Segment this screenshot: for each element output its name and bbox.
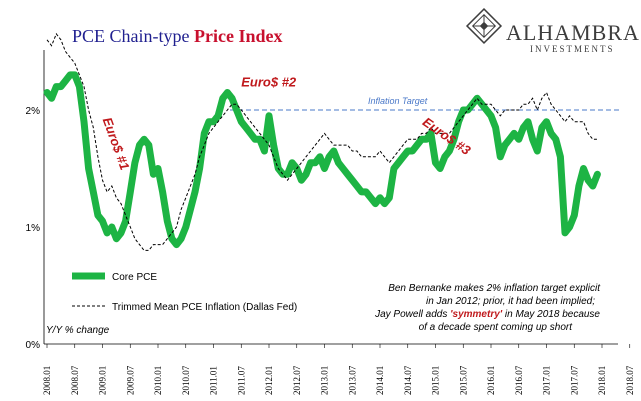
inflation-target-line: Inflation Target xyxy=(230,96,622,111)
note-line-3-post: in May 2018 because xyxy=(502,309,600,320)
x-tick-label: 2018.07 xyxy=(625,365,635,395)
x-tick-label: 2008.01 xyxy=(42,366,52,395)
annotation-label: Euro$ #1 xyxy=(100,115,133,172)
chart-title: PCE Chain-type Price Index xyxy=(72,26,282,46)
y-tick-label: 1% xyxy=(26,223,41,234)
note-line-2: in Jan 2012; prior, it had been implied; xyxy=(426,296,595,307)
note-text: Ben Bernanke makes 2% inflation target e… xyxy=(374,283,601,333)
x-tick-label: 2016.07 xyxy=(514,365,524,395)
x-tick-label: 2013.07 xyxy=(347,365,357,395)
note-line-4: of a decade spent coming up short xyxy=(419,322,574,333)
x-tick-label: 2011.07 xyxy=(236,366,246,395)
x-tick-label: 2008.07 xyxy=(70,365,80,395)
diamond-lattice-icon xyxy=(465,7,503,45)
x-tick-label: 2013.01 xyxy=(320,366,330,395)
x-tick-label: 2012.01 xyxy=(264,366,274,395)
series-core-pce xyxy=(43,71,601,249)
legend: Core PCE Trimmed Mean PCE Inflation (Dal… xyxy=(72,272,297,313)
x-tick-label: 2009.07 xyxy=(125,365,135,395)
y-tick-label: 0% xyxy=(26,340,41,351)
note-line-1: Ben Bernanke makes 2% inflation target e… xyxy=(388,283,601,294)
x-tick-label: 2017.07 xyxy=(569,365,579,395)
logo-subname: INVESTMENTS xyxy=(530,44,615,54)
alhambra-logo: ALHAMBRA INVESTMENTS xyxy=(465,7,640,54)
x-tick-label: 2010.07 xyxy=(181,365,191,395)
y-ticks: 0% 1% 2% xyxy=(26,106,41,351)
x-tick-label: 2010.01 xyxy=(153,366,163,395)
inflation-target-label: Inflation Target xyxy=(368,96,428,106)
x-tick-label: 2017.01 xyxy=(542,366,552,395)
x-tick-label: 2012.07 xyxy=(292,365,302,395)
y-tick-label: 2% xyxy=(26,106,41,117)
note-line-3-pre: Jay Powell adds xyxy=(374,309,450,320)
x-tick-label: 2009.01 xyxy=(98,366,108,395)
note-line-3: Jay Powell adds 'symmetry' in May 2018 b… xyxy=(374,309,600,320)
x-tick-label: 2015.07 xyxy=(458,365,468,395)
x-tick-label: 2014.07 xyxy=(403,365,413,395)
x-tick-label: 2014.01 xyxy=(375,366,385,395)
chart-title-part2: Price Index xyxy=(194,26,282,46)
x-ticks: 2008.01 2008.07 2009.01 2009.07 2010.01 2010.… xyxy=(42,344,635,395)
annotation-label: Euro$ #2 xyxy=(241,75,297,90)
series-trimmed-mean-pce xyxy=(46,32,598,251)
note-line-3-highlight: 'symmetry' xyxy=(450,309,503,320)
legend-label-trimmed-mean: Trimmed Mean PCE Inflation (Dallas Fed) xyxy=(112,302,297,313)
logo-name: ALHAMBRA xyxy=(506,20,640,45)
legend-label-core-pce: Core PCE xyxy=(112,272,157,283)
x-tick-label: 2018.01 xyxy=(597,366,607,395)
x-tick-label: 2015.01 xyxy=(431,366,441,395)
x-tick-label: 2011.01 xyxy=(209,366,219,395)
chart-title-part1: PCE Chain-type xyxy=(72,26,194,46)
x-tick-label: 2016.01 xyxy=(486,366,496,395)
y-axis-label: Y/Y % change xyxy=(46,325,110,336)
